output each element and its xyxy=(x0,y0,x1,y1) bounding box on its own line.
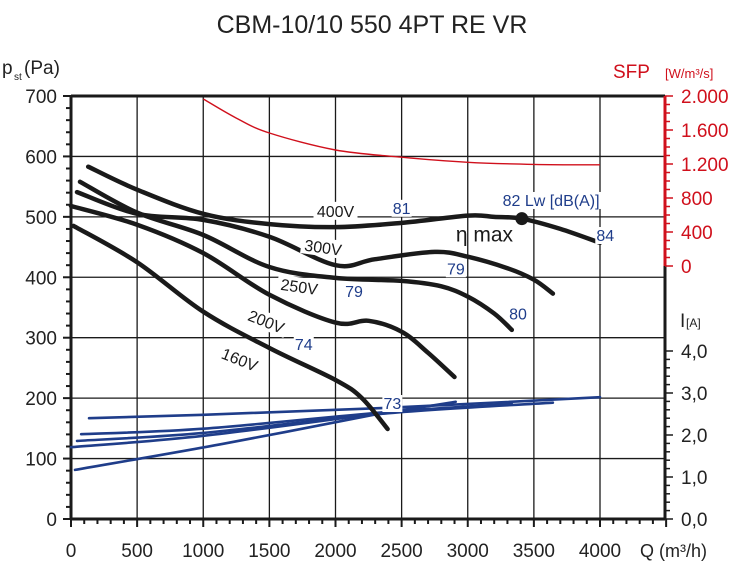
current-line-250v xyxy=(79,402,514,436)
eta-max-label: η max xyxy=(456,224,514,247)
x-tick-label: 3500 xyxy=(513,541,555,562)
sfp-tick-label: 1.600 xyxy=(681,121,729,142)
sound-level-label: 79 xyxy=(447,261,465,278)
pressure-curve-300v xyxy=(74,189,556,296)
sound-label-bg xyxy=(344,283,365,301)
y-tick-label: 400 xyxy=(25,268,57,289)
y-axis-label-sub: st xyxy=(14,72,22,83)
sound-level-label: 84 xyxy=(596,228,614,245)
sound-label-bg xyxy=(293,335,314,353)
y-axis-label: p st (Pa) xyxy=(2,58,60,83)
x-tick-label: 2500 xyxy=(380,541,422,562)
y-tick-label: 500 xyxy=(25,208,57,229)
sound-label-bg xyxy=(445,260,466,278)
grid xyxy=(71,96,665,519)
sfp-tick-label: 800 xyxy=(681,189,713,210)
current-tick-label: 3,0 xyxy=(681,384,707,405)
pressure-curve-160v xyxy=(71,223,390,432)
sfp-tick-label: 2.000 xyxy=(681,87,729,108)
sfp-axis-unit: [W/m³/s] xyxy=(665,66,713,81)
sfp-series xyxy=(202,98,601,166)
pressure-curve-250v xyxy=(77,179,515,333)
x-tick-label: 0 xyxy=(66,541,77,562)
y-tick-label: 100 xyxy=(25,450,57,471)
sfp-line xyxy=(202,98,601,166)
curve-label-bg xyxy=(216,342,264,376)
sfp-axis-label: SFP xyxy=(613,62,650,83)
sound-label-bg xyxy=(595,227,616,245)
current-line-400v xyxy=(87,395,602,420)
current-axis-title: I [A] xyxy=(680,311,701,332)
sound-level-label: 74 xyxy=(295,337,313,354)
current-tick-label: 1,0 xyxy=(681,468,707,489)
y-axis-label-unit: (Pa) xyxy=(24,58,60,79)
x-tick-label: 2000 xyxy=(314,541,356,562)
current-axis-unit: [A] xyxy=(686,316,701,330)
x-tick-label: 4000 xyxy=(579,541,621,562)
current-tick-label: 2,0 xyxy=(681,426,707,447)
sound-label-bg xyxy=(508,305,529,323)
current-line-160v xyxy=(73,409,397,472)
y-axis-label-main: p xyxy=(2,58,13,79)
sound-level-label: 82 Lw [dB(A)] xyxy=(503,193,600,210)
eta-max-point xyxy=(515,212,529,226)
sound-level-label: 73 xyxy=(383,396,401,413)
current-line-200v xyxy=(69,400,457,449)
sfp-tick-label: 0 xyxy=(681,257,692,278)
y-tick-label: 600 xyxy=(25,147,57,168)
y-tick-label: 200 xyxy=(25,389,57,410)
curve-label-bg xyxy=(276,274,323,299)
y-tick-label: 0 xyxy=(46,510,57,531)
sfp-axis-title: SFP [W/m³/s] xyxy=(613,62,713,83)
pressure-curve-400v xyxy=(85,164,603,246)
sound-level-label: 79 xyxy=(345,284,363,301)
curve-label-400v: 400V xyxy=(317,204,355,221)
x-tick-label: 3000 xyxy=(447,541,489,562)
current-tick-label: 4,0 xyxy=(681,342,707,363)
curve-label-bg xyxy=(313,201,358,220)
current-tick-label: 0,0 xyxy=(681,510,707,531)
x-tick-label: 1000 xyxy=(182,541,224,562)
ticks: 0 500 1000 1500 2000 2500 3000 3500 400001002003… xyxy=(25,87,728,562)
sound-level-label: 81 xyxy=(393,201,411,218)
sound-label-bg xyxy=(491,191,611,209)
y-tick-label: 700 xyxy=(25,87,57,108)
current-axis-label: I xyxy=(680,311,685,332)
sfp-tick-label: 400 xyxy=(681,223,713,244)
curve-label-bg xyxy=(242,304,291,338)
curve-label-bg xyxy=(300,235,347,260)
sound-label-bg xyxy=(391,199,412,217)
x-axis-label: Q (m³/h) xyxy=(640,541,707,561)
curve-label-250v: 250V xyxy=(279,277,319,299)
x-tick-label: 1500 xyxy=(248,541,290,562)
x-tick-label: 500 xyxy=(121,541,153,562)
sfp-tick-label: 1.200 xyxy=(681,155,729,176)
curve-label-300v: 300V xyxy=(303,238,343,260)
pressure-series xyxy=(68,164,603,432)
y-tick-label: 300 xyxy=(25,329,57,350)
pressure-curve-200v xyxy=(68,203,457,380)
sound-level-label: 80 xyxy=(509,307,527,324)
sound-label-bg xyxy=(382,395,403,413)
chart-title: CBM-10/10 550 4PT RE VR xyxy=(217,11,528,39)
